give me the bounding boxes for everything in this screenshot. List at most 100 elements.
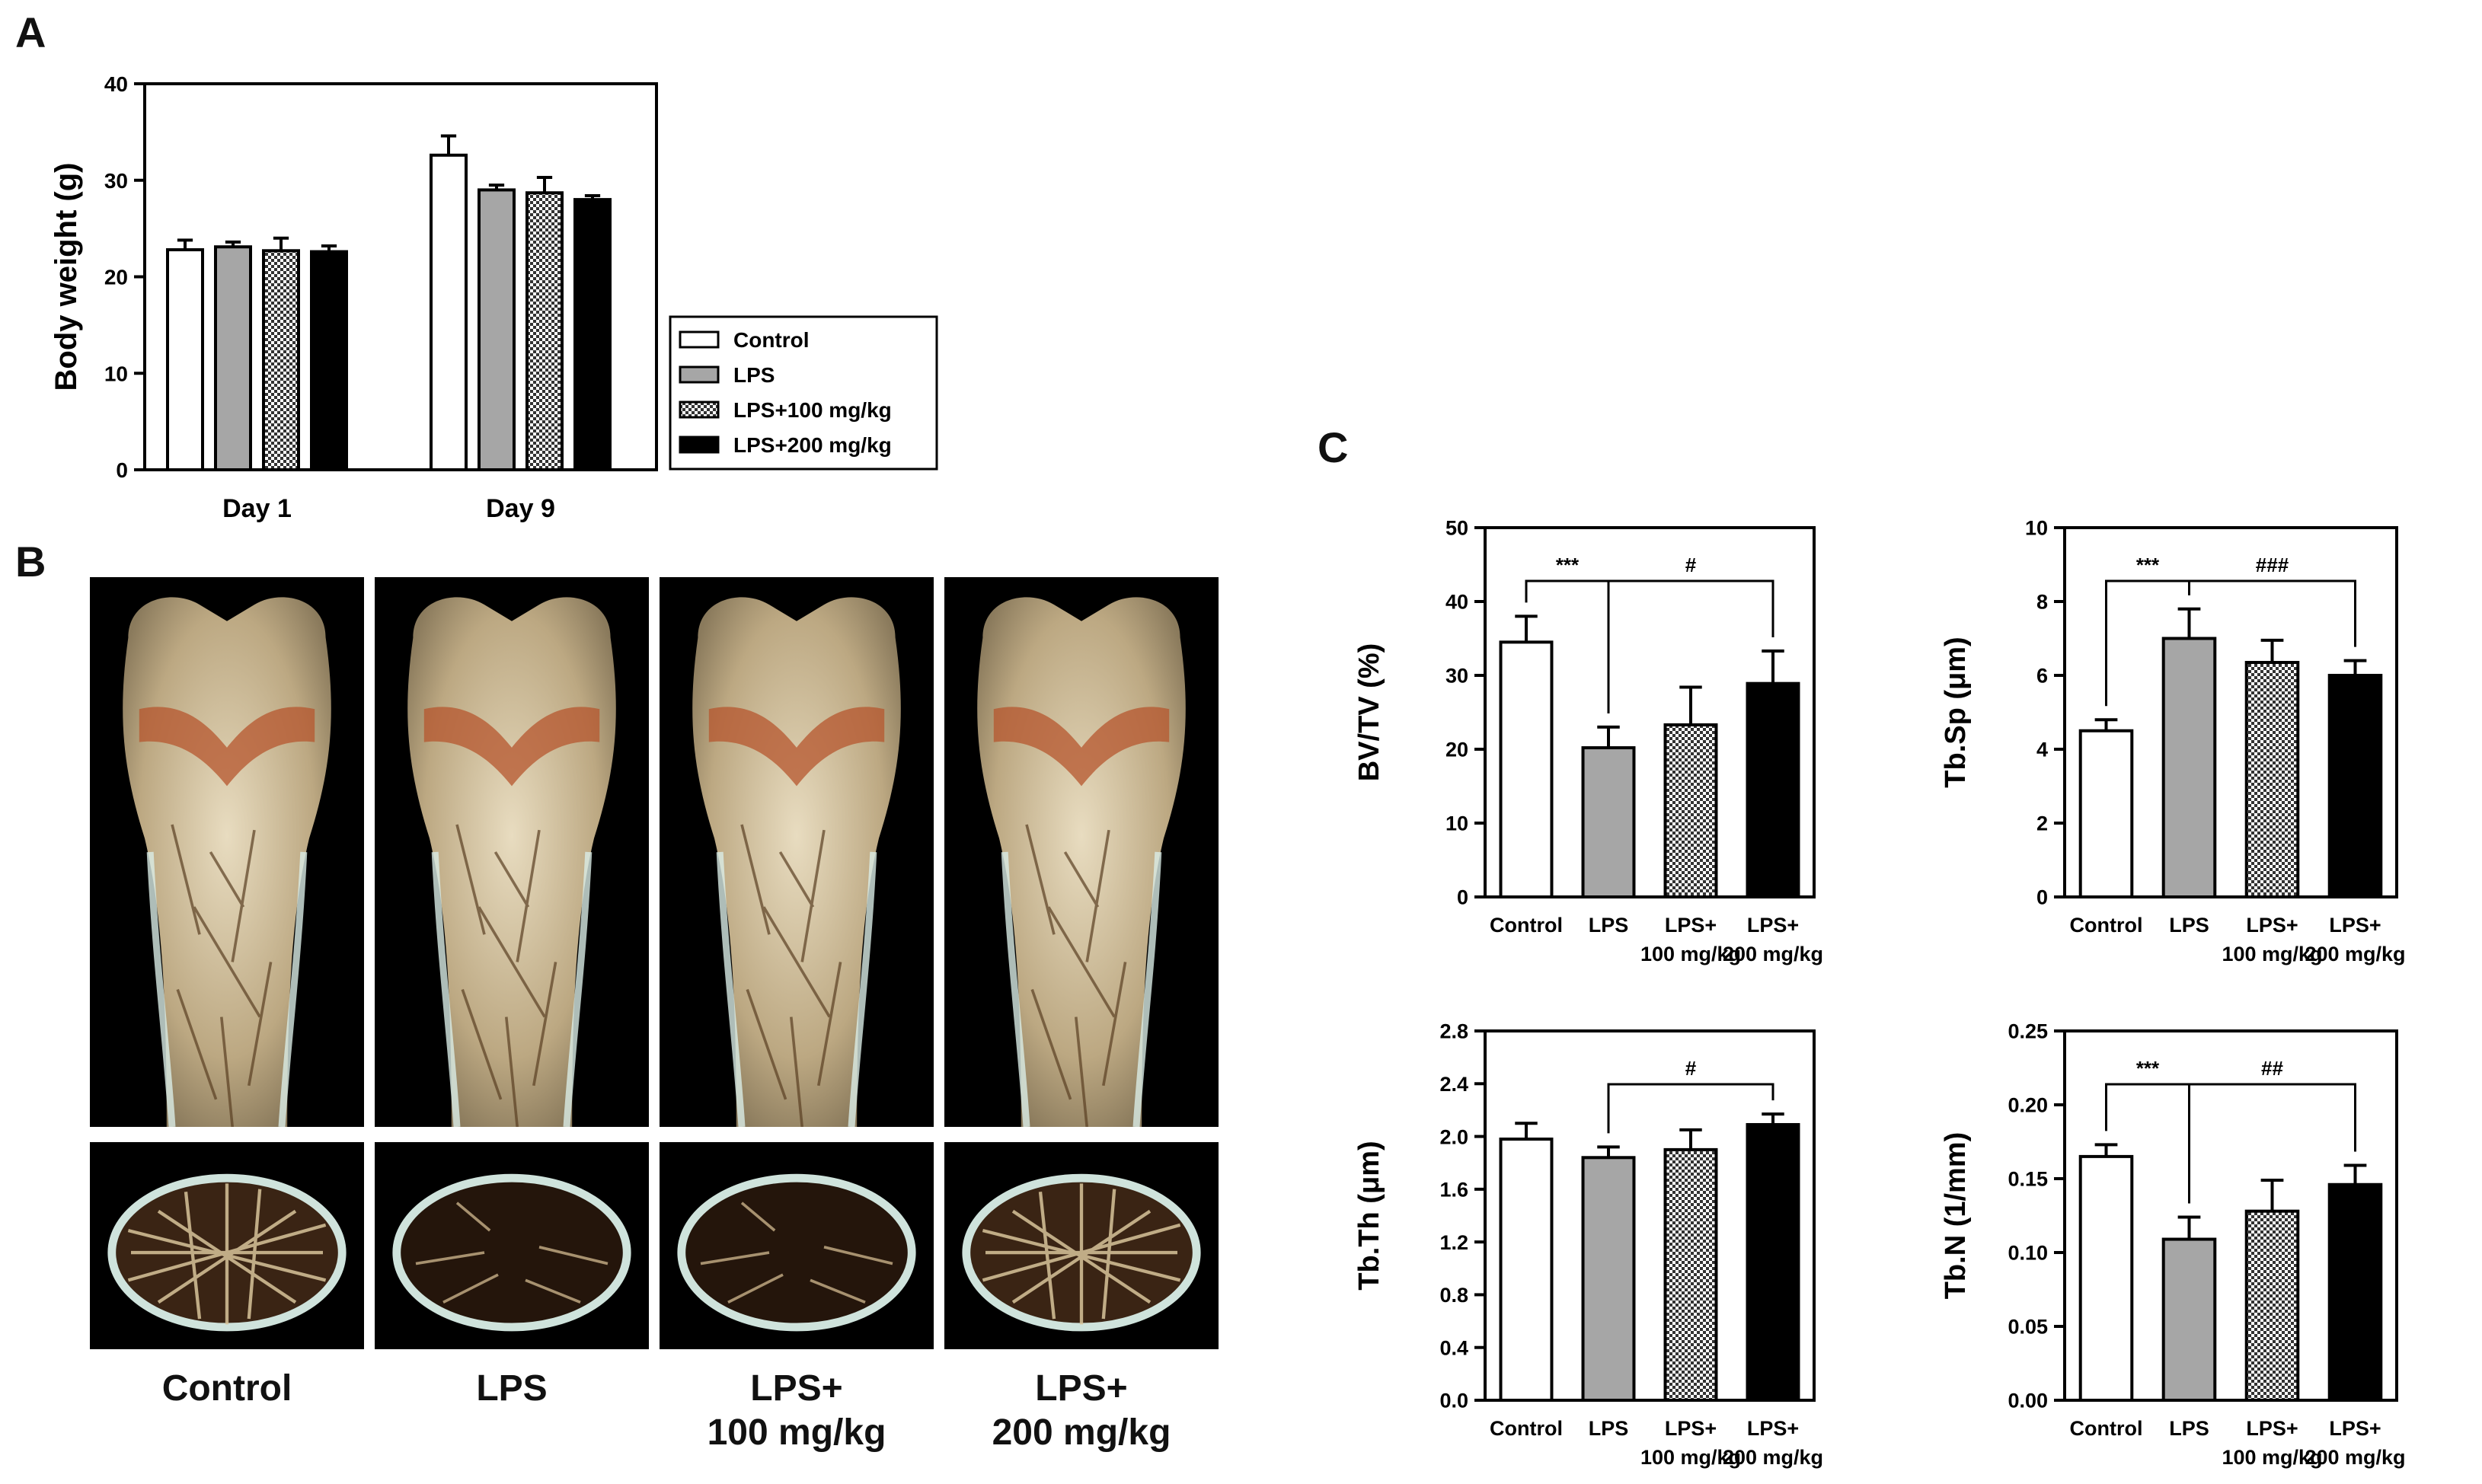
- significance-label: ***: [2136, 554, 2160, 576]
- significance-label: #: [1685, 554, 1697, 576]
- significance-bracket: ###: [2188, 554, 2356, 647]
- legend-label: LPS+100 mg/kg: [733, 398, 892, 422]
- y-tick-label: 2.0: [1439, 1125, 1468, 1148]
- y-tick-label: 0.0: [1439, 1390, 1468, 1412]
- y-tick-label: 10: [1445, 812, 1468, 835]
- legend-label: Control: [733, 328, 810, 352]
- significance-bracket: #: [1607, 554, 1774, 713]
- y-tick-label: 2.8: [1439, 1020, 1468, 1043]
- bar: [1499, 640, 1554, 898]
- bar: [1581, 746, 1636, 898]
- x-tick-label: 100 mg/kg: [2222, 943, 2322, 965]
- bar: [1663, 1147, 1718, 1402]
- x-tick-label: LPS: [1589, 914, 1629, 937]
- chart-tb-n: 0.00 0.05 0.10 0.15 0.20 0.25 Tb.N (1/mm) Contr…: [1940, 1020, 2406, 1469]
- y-tick-label: 40: [1445, 591, 1468, 614]
- y-tick-label: 20: [104, 266, 128, 289]
- y-tick-label: 2: [2036, 812, 2048, 835]
- x-tick-label: LPS: [2169, 914, 2209, 937]
- bar: [430, 153, 468, 471]
- legend-swatch: [679, 330, 720, 349]
- y-axis-label: Tb.N (1/mm): [1940, 1132, 1972, 1300]
- significance-bracket: ##: [2188, 1057, 2356, 1204]
- significance-label: ##: [2261, 1057, 2283, 1080]
- bar: [2161, 637, 2217, 898]
- femur-longitudinal-control: [90, 577, 364, 1127]
- chart-tb-sp: 0 2 4 6 8 10 Tb.Sp (μm) Control LPS LPS+ 100 mg/kg…: [1940, 517, 2406, 965]
- x-tick-label: Day 1: [222, 494, 292, 523]
- y-tick-label: 1.6: [1439, 1179, 1468, 1202]
- plot-frame: [1484, 526, 1816, 898]
- significance-label: ###: [2256, 554, 2289, 576]
- x-tick-label: Control: [1490, 914, 1563, 937]
- x-tick-label: 200 mg/kg: [1723, 1446, 1823, 1469]
- y-axis-label: BV/TV (%): [1353, 643, 1385, 782]
- x-tick-label: LPS+: [2329, 914, 2381, 937]
- bar: [2161, 1237, 2217, 1403]
- significance-line: [2188, 579, 2356, 647]
- y-tick-label: 0.25: [2008, 1020, 2048, 1043]
- significance-line: [1607, 579, 1774, 713]
- femur-transverse-lps-100: [660, 1142, 934, 1349]
- bar: [2327, 1182, 2383, 1402]
- x-tick-label: 100 mg/kg: [1640, 943, 1741, 965]
- bar: [525, 191, 564, 471]
- x-tick-label: 200 mg/kg: [1723, 943, 1823, 965]
- bar: [1746, 1122, 1800, 1403]
- x-tick-label: Day 9: [486, 494, 555, 523]
- y-axis-label: Tb.Th (μm): [1353, 1141, 1385, 1290]
- y-tick-label: 4: [2036, 739, 2048, 761]
- y-axis-label: Tb.Sp (μm): [1940, 637, 1972, 787]
- significance-label: ***: [2136, 1057, 2160, 1080]
- legend-swatch: [679, 365, 720, 384]
- y-tick-label: 30: [1445, 665, 1468, 688]
- panel-label-c: C: [1318, 423, 1349, 471]
- femur-transverse-lps: [375, 1142, 649, 1349]
- x-tick-label: LPS+: [2329, 1417, 2381, 1440]
- x-tick-label: 200 mg/kg: [2305, 1446, 2405, 1469]
- y-tick-label: 40: [104, 72, 128, 96]
- group-label-control: Control: [161, 1368, 292, 1409]
- group-label-lps-100: LPS+ 100 mg/kg: [707, 1368, 886, 1453]
- y-tick-label: 10: [104, 362, 128, 385]
- y-tick-label: 10: [2025, 517, 2048, 540]
- bar: [2078, 729, 2134, 898]
- legend-swatch: [679, 436, 720, 454]
- x-tick-label: LPS: [2169, 1417, 2209, 1440]
- femur-transverse-control: [90, 1142, 364, 1349]
- femur-transverse-lps-200: [944, 1142, 1219, 1349]
- x-tick-label: LPS+: [1665, 1417, 1717, 1440]
- legend-label: LPS+200 mg/kg: [733, 433, 892, 457]
- y-tick-label: 0: [116, 458, 128, 482]
- bar: [1581, 1156, 1636, 1403]
- x-tick-label: LPS: [1589, 1417, 1629, 1440]
- x-tick-label: 100 mg/kg: [2222, 1446, 2322, 1469]
- x-tick-label: LPS+: [1665, 914, 1717, 937]
- significance-bracket: #: [1607, 1057, 1774, 1134]
- bar: [310, 250, 348, 471]
- y-tick-label: 0.4: [1439, 1336, 1468, 1359]
- bar: [262, 249, 300, 471]
- plot-frame: [2063, 1029, 2398, 1402]
- chart-tb-th: 0.0 0.4 0.8 1.2 1.6 2.0 2.4 2.8 Tb.Th (μm) Contro…: [1353, 1020, 1823, 1469]
- bar: [1499, 1138, 1554, 1403]
- x-tick-label: Control: [2070, 914, 2143, 937]
- significance-label: #: [1685, 1057, 1697, 1080]
- y-tick-label: 0.20: [2008, 1094, 2048, 1117]
- legend: Control LPS LPS+100 mg/kg LPS+200 mg/kg: [669, 315, 938, 471]
- plot-frame: [1484, 1029, 1816, 1402]
- y-tick-label: 20: [1445, 739, 1468, 761]
- x-tick-label: LPS+: [2246, 914, 2298, 937]
- bar: [478, 188, 516, 472]
- significance-line: [2188, 1083, 2356, 1204]
- group-label-lps: LPS: [476, 1368, 548, 1409]
- chart-bv-tv: 0 10 20 30 40 50 BV/TV (%) Control LPS LPS+ 100 mg…: [1353, 517, 1823, 965]
- significance-label: ***: [1556, 554, 1580, 576]
- bar: [214, 245, 252, 471]
- legend-swatch: [679, 401, 720, 419]
- x-tick-label: 100 mg/kg: [1640, 1446, 1741, 1469]
- y-tick-label: 1.2: [1439, 1231, 1468, 1254]
- panel-label-b: B: [15, 538, 46, 586]
- y-tick-label: 0.8: [1439, 1284, 1468, 1307]
